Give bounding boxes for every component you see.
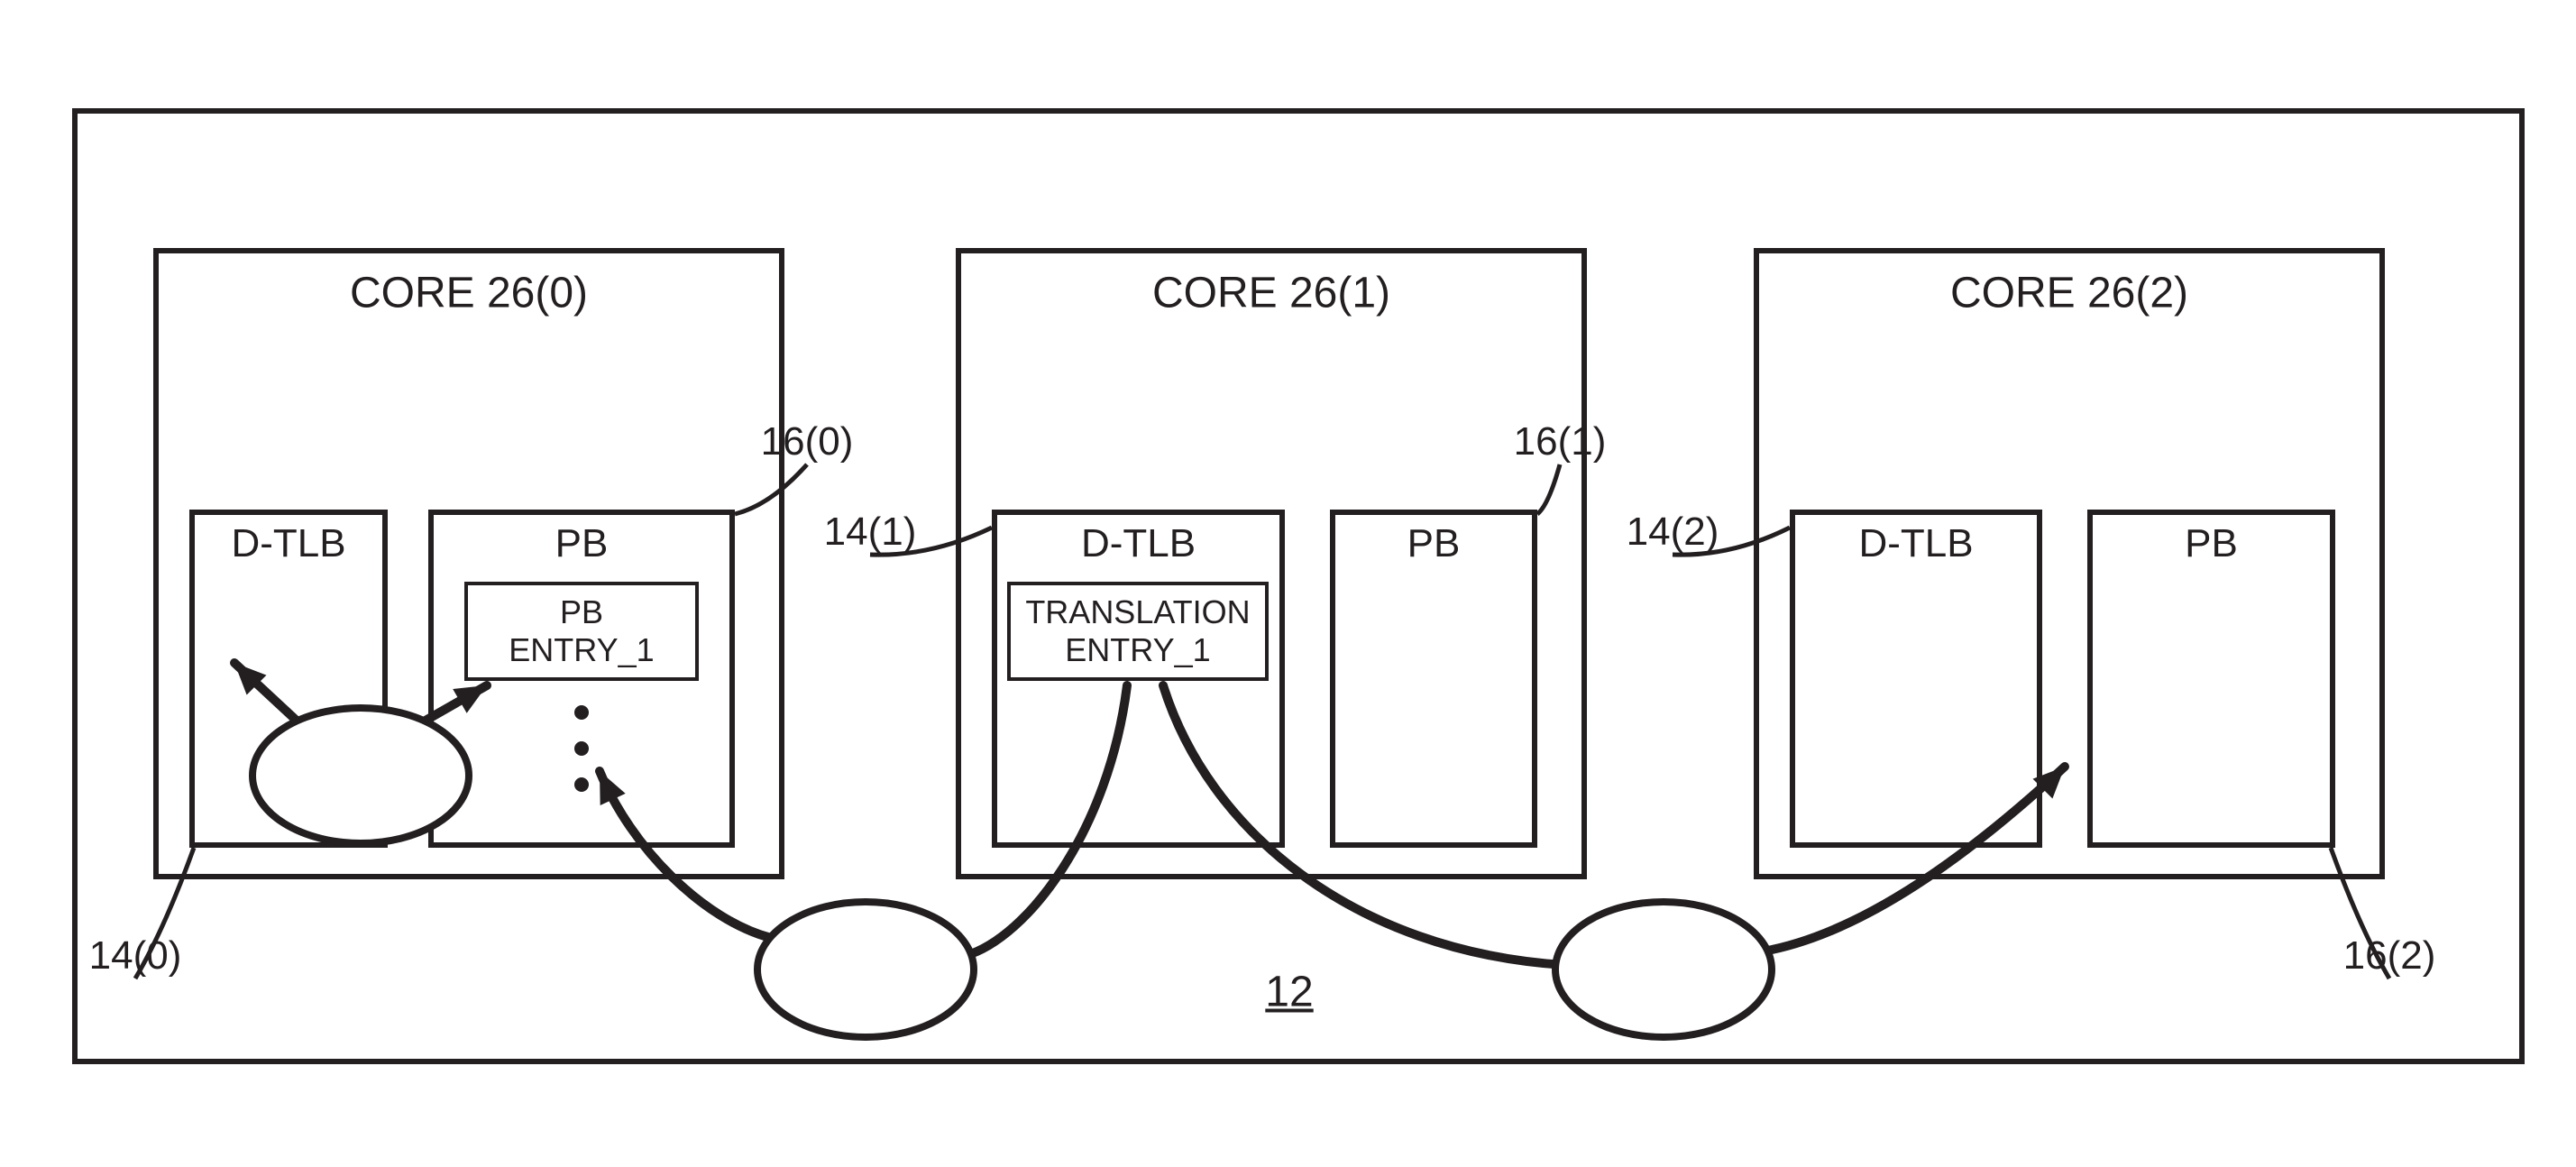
core-title-2: CORE 26(2) <box>1950 269 2188 318</box>
block-label-0: BLOCK 1004 <box>303 737 419 814</box>
block-label-2: BLOCK 1018 <box>1606 931 1722 1008</box>
block-label-1: BLOCK 1016 <box>808 931 924 1008</box>
ref-16-1: 16(1) <box>1514 419 1607 464</box>
figure-ref-12: 12 <box>1265 968 1313 1017</box>
ref-16-0: 16(0) <box>761 419 854 464</box>
ref-16-2: 16(2) <box>2343 933 2436 979</box>
ref-14-1: 14(1) <box>824 510 917 555</box>
pb-label-1: PB <box>1407 521 1461 566</box>
core-title-0: CORE 26(0) <box>350 269 588 318</box>
dtlb-label-2: D-TLB <box>1858 521 1973 566</box>
dtlb-label-0: D-TLB <box>231 521 345 566</box>
dtlb-entry-label-1: TRANSLATION ENTRY_1 <box>1025 593 1250 669</box>
ref-14-0: 14(0) <box>89 933 182 979</box>
figure-stage: 12 CORE 26(0) D-TLB PB PB ENTRY_1 CORE 26(1) D… <box>0 0 2576 1167</box>
pb-entry-label-0: PB ENTRY_1 <box>509 593 654 669</box>
pb-label-0: PB <box>555 521 609 566</box>
core-title-1: CORE 26(1) <box>1152 269 1390 318</box>
dtlb-label-1: D-TLB <box>1081 521 1196 566</box>
ref-14-2: 14(2) <box>1627 510 1719 555</box>
pb-label-2: PB <box>2185 521 2238 566</box>
